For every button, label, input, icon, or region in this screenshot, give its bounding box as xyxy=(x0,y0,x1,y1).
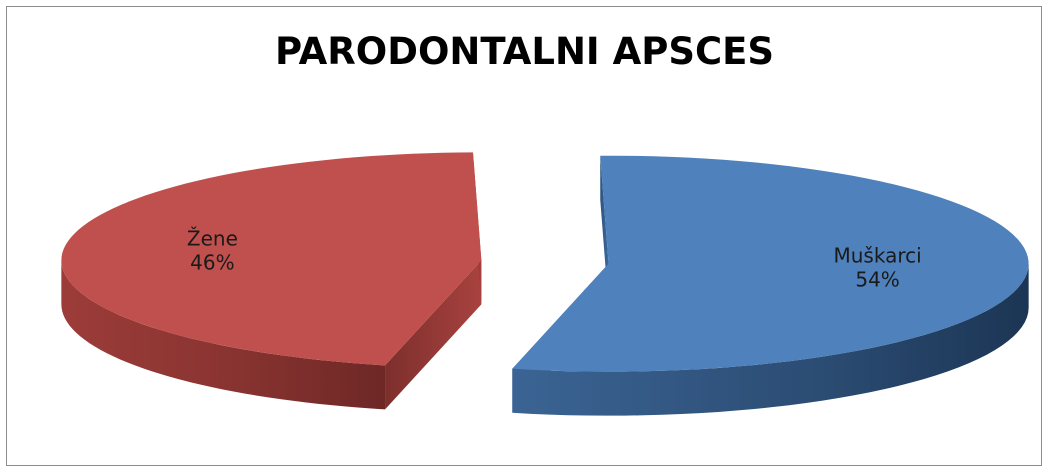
pie-slice-cut-face xyxy=(385,260,482,410)
pie-label-percent: 46% xyxy=(190,250,234,274)
pie-slice-top xyxy=(61,152,482,366)
pie-label-name: Žene xyxy=(187,226,238,250)
pie-slice-side xyxy=(512,263,1029,416)
pie-label-name: Muškarci xyxy=(833,244,921,268)
pie-slice-side xyxy=(61,260,386,410)
pie-label-percent: 54% xyxy=(855,268,899,292)
pie-slice-top xyxy=(512,155,1029,372)
chart-title: PARODONTALNI APSCES xyxy=(274,30,775,73)
